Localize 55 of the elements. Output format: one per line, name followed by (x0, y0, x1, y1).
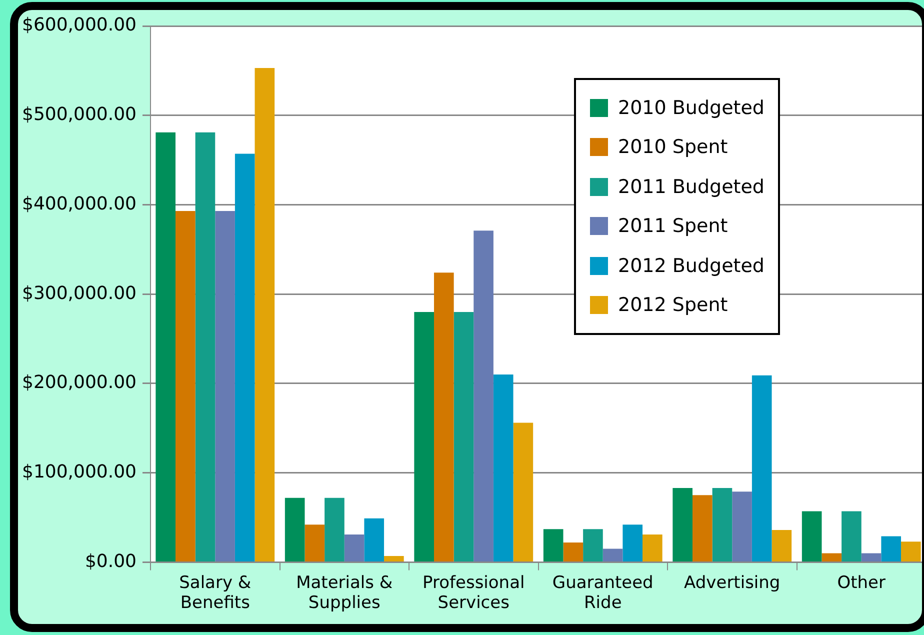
x-tick-label: Other (837, 572, 886, 593)
legend-label: 2010 Budgeted (618, 96, 764, 119)
bar (156, 132, 176, 562)
bar (234, 154, 255, 562)
bar (802, 511, 822, 562)
bar (215, 210, 235, 562)
bar (583, 529, 603, 562)
bar (324, 498, 344, 562)
legend-label: 2012 Spent (618, 294, 728, 316)
x-tick-label: Professional Services (422, 572, 525, 614)
y-tick-label: $300,000.00 (22, 282, 137, 304)
bar (622, 524, 643, 562)
bar (254, 68, 275, 562)
bar (881, 536, 902, 562)
bar (543, 529, 564, 562)
legend-label: 2011 Spent (618, 215, 728, 238)
x-tick-label: Salary & Benefits (179, 572, 252, 614)
bar (474, 230, 494, 562)
bar (195, 132, 216, 562)
bar (861, 553, 882, 562)
bar (304, 524, 325, 562)
y-tick-label: $100,000.00 (22, 462, 137, 483)
bar (642, 534, 662, 562)
bar (602, 548, 623, 562)
bar (752, 375, 772, 562)
x-tick-label: Advertising (684, 572, 780, 593)
bar (364, 518, 384, 562)
legend-label: 2010 Spent (618, 136, 728, 158)
bar (414, 312, 434, 562)
bar (284, 498, 305, 562)
bar (434, 272, 454, 562)
y-tick-label: $500,000.00 (22, 104, 137, 126)
bar (672, 488, 692, 562)
y-tick-label: $200,000.00 (22, 372, 137, 394)
bar (822, 553, 842, 562)
bar (176, 210, 196, 562)
y-tick-label: $600,000.00 (22, 14, 137, 36)
bar (384, 556, 404, 562)
y-tick-label: $400,000.00 (22, 193, 137, 214)
bar (901, 542, 921, 562)
bar (772, 530, 792, 562)
bar (842, 511, 862, 562)
legend-label: 2011 Budgeted (618, 176, 764, 198)
bar (563, 542, 584, 562)
bar (454, 312, 474, 562)
bar (344, 534, 364, 562)
y-tick-label: $0.00 (84, 550, 137, 572)
bar (712, 488, 732, 562)
legend-label: 2012 Budgeted (618, 254, 764, 277)
bar (692, 495, 712, 562)
x-tick-label: Materials & Supplies (296, 572, 393, 614)
bar (513, 422, 534, 562)
bar (732, 492, 752, 562)
x-tick-label: Guaranteed Ride (552, 572, 654, 614)
bar (493, 374, 514, 562)
